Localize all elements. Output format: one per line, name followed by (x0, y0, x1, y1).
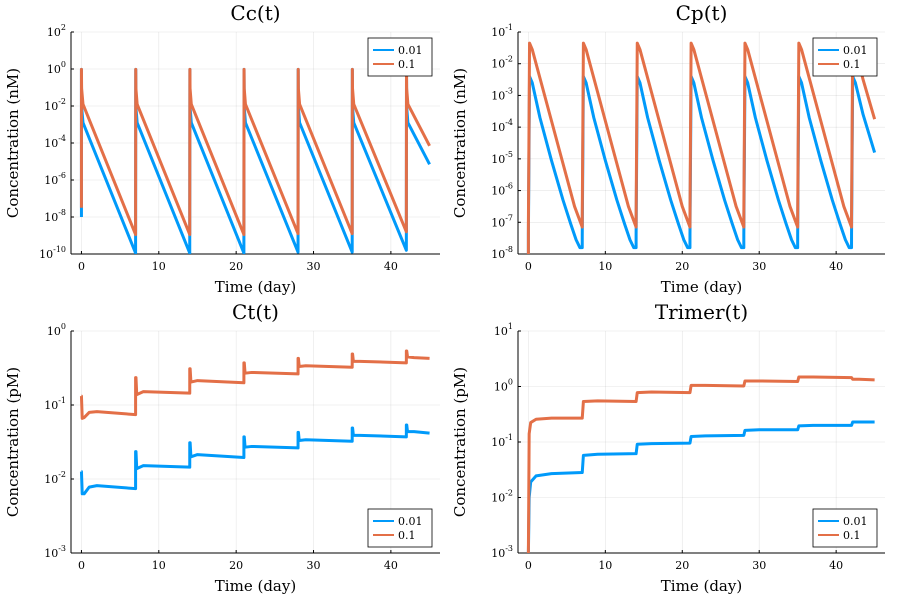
y-axis-label: Concentration (nM) (4, 68, 22, 218)
x-tick-label: 20 (675, 260, 689, 273)
y-tick-label: 10-8 (491, 245, 513, 261)
series-line-0.01 (526, 74, 877, 254)
y-axis-label: Concentration (pM) (451, 367, 469, 517)
y-tick-label: 10-4 (491, 118, 513, 134)
y-tick-label: 10-4 (44, 134, 66, 150)
legend-box (812, 37, 878, 77)
legend: 0.010.1 (812, 508, 878, 548)
y-tick-label: 10-3 (491, 86, 513, 102)
chart-title: Trimer(t) (655, 300, 748, 324)
legend: 0.010.1 (367, 508, 433, 548)
y-tick-label: 101 (494, 322, 513, 338)
chart-title: Cc(t) (230, 1, 280, 25)
y-tick-label: 10-3 (491, 544, 513, 560)
subplot-2: 0 10 20 30 40 10-8 10-7 10-6 10-5 10-4 10-3 10-2 10-… (451, 1, 885, 296)
chart-title: Cp(t) (676, 1, 728, 25)
y-tick-label: 10-1 (491, 23, 513, 39)
x-tick-label: 0 (78, 260, 85, 273)
x-tick-label: 20 (675, 559, 689, 572)
y-tick-label: 10-10 (39, 245, 66, 261)
y-tick-label: 10-2 (44, 470, 66, 486)
legend-label: 0.1 (843, 529, 861, 542)
y-tick-label: 10-5 (491, 150, 513, 166)
legend-box (367, 37, 433, 77)
x-tick-label: 30 (752, 260, 766, 273)
y-tick-label: 100 (494, 378, 513, 394)
x-axis-label: Time (day) (661, 577, 742, 595)
x-tick-label: 30 (752, 559, 766, 572)
x-tick-label: 40 (829, 559, 843, 572)
series-line-0.1 (79, 349, 430, 420)
x-tick-label: 0 (525, 260, 532, 273)
legend: 0.010.1 (812, 37, 878, 77)
series-line-0.01 (79, 423, 430, 496)
legend: 0.010.1 (367, 37, 433, 77)
y-tick-label: 100 (47, 60, 66, 76)
x-axis-label: Time (day) (215, 577, 296, 595)
x-tick-label: 40 (384, 260, 398, 273)
x-tick-label: 10 (152, 559, 166, 572)
y-tick-label: 102 (47, 23, 66, 39)
legend-label: 0.01 (398, 44, 423, 57)
legend-label: 0.1 (398, 529, 416, 542)
legend-label: 0.1 (398, 58, 416, 71)
y-tick-label: 10-2 (491, 55, 513, 71)
subplot-4: 0 10 20 30 40 10-3 10-2 10-1 100 101 Trimer(t) Time… (451, 300, 885, 595)
x-tick-label: 10 (598, 559, 612, 572)
legend-box (367, 508, 433, 548)
x-tick-label: 40 (829, 260, 843, 273)
legend-box (812, 508, 878, 548)
y-tick-label: 10-7 (491, 213, 513, 229)
subplot-1: 0 10 20 30 40 10-10 10-8 10-6 10-4 10-2 100 102 Cc(t… (4, 1, 440, 296)
y-tick-label: 10-8 (44, 208, 66, 224)
y-axis-label: Concentration (pM) (4, 367, 22, 517)
x-tick-label: 30 (307, 559, 321, 572)
legend-label: 0.01 (843, 44, 868, 57)
x-tick-label: 20 (229, 260, 243, 273)
y-tick-label: 10-2 (44, 97, 66, 113)
y-tick-label: 10-6 (491, 182, 513, 198)
series-line-0.1 (79, 67, 431, 237)
x-axis-label: Time (day) (661, 278, 742, 296)
x-tick-label: 40 (384, 559, 398, 572)
x-tick-label: 0 (78, 559, 85, 572)
y-tick-label: 10-1 (44, 396, 66, 412)
x-tick-label: 20 (229, 559, 243, 572)
series-line-0.01 (526, 420, 875, 553)
x-axis-label: Time (day) (215, 278, 296, 296)
x-tick-label: 10 (152, 260, 166, 273)
chart-title: Ct(t) (232, 300, 279, 324)
y-tick-label: 10-6 (44, 171, 66, 187)
series-line-0.1 (526, 41, 877, 254)
y-tick-label: 10-2 (491, 489, 513, 505)
y-tick-label: 10-1 (491, 433, 513, 449)
y-tick-label: 100 (47, 322, 66, 338)
y-axis-label: Concentration (nM) (451, 68, 469, 218)
legend-label: 0.1 (843, 58, 861, 71)
subplot-3: 0 10 20 30 40 10-3 10-2 10-1 100 Ct(t) Time (day) C… (4, 300, 440, 595)
x-tick-label: 30 (307, 260, 321, 273)
x-tick-label: 0 (525, 559, 532, 572)
x-tick-label: 10 (598, 260, 612, 273)
legend-label: 0.01 (843, 515, 868, 528)
y-tick-label: 10-3 (44, 544, 66, 560)
legend-label: 0.01 (398, 515, 423, 528)
series-line-0.1 (526, 375, 875, 553)
